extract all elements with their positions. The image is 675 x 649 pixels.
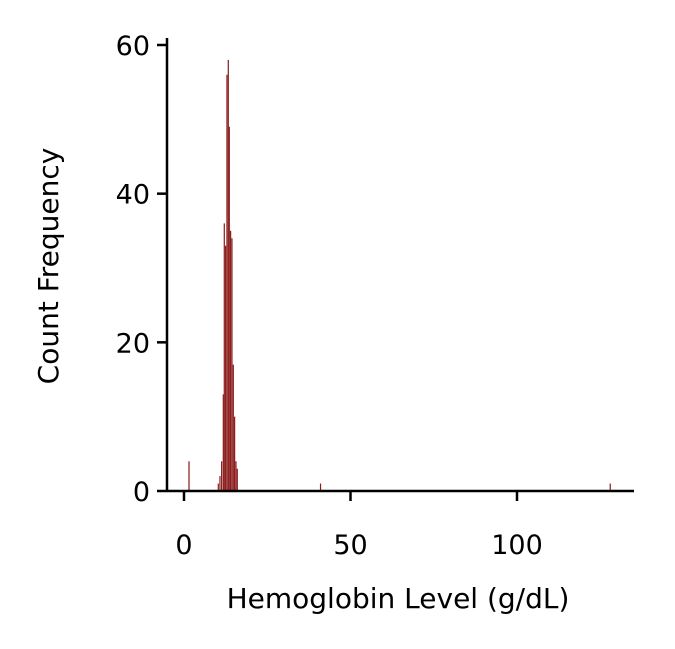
y-tick-label-20: 20 — [116, 328, 150, 359]
histogram-bar-17 — [609, 483, 611, 491]
y-axis-title: Count Frequency — [32, 148, 65, 385]
histogram-bar-2 — [219, 476, 221, 491]
x-tick-label-0: 0 — [175, 530, 192, 561]
histogram-bar-10 — [230, 230, 232, 492]
histogram-bars — [188, 59, 611, 492]
histogram-bar-11 — [231, 238, 233, 491]
histogram-bar-7 — [226, 74, 228, 491]
histogram-bar-12 — [232, 364, 234, 491]
y-tick-label-60: 60 — [116, 31, 150, 62]
histogram-bar-14 — [235, 461, 237, 491]
y-axis-ticks: 0 20 40 60 — [116, 31, 167, 508]
histogram-bar-6 — [225, 245, 227, 491]
histogram-bar-13 — [234, 416, 236, 491]
histogram-bar-1 — [217, 483, 219, 491]
histogram-bar-0 — [188, 461, 190, 491]
y-tick-label-40: 40 — [116, 180, 150, 211]
histogram-bar-15 — [236, 468, 238, 491]
y-tick-label-0: 0 — [133, 477, 150, 508]
x-axis-ticks: 0 50 100 — [175, 491, 543, 561]
histogram-bar-3 — [221, 461, 223, 491]
x-tick-label-50: 50 — [333, 530, 367, 561]
histogram-bar-16 — [319, 483, 322, 491]
x-axis-title: Hemoglobin Level (g/dL) — [227, 582, 570, 615]
histogram-bar-4 — [222, 394, 224, 491]
histogram-bar-8 — [227, 59, 229, 491]
histogram-bar-5 — [223, 223, 225, 491]
x-tick-label-100: 100 — [491, 530, 543, 561]
histogram-bar-9 — [228, 126, 230, 492]
